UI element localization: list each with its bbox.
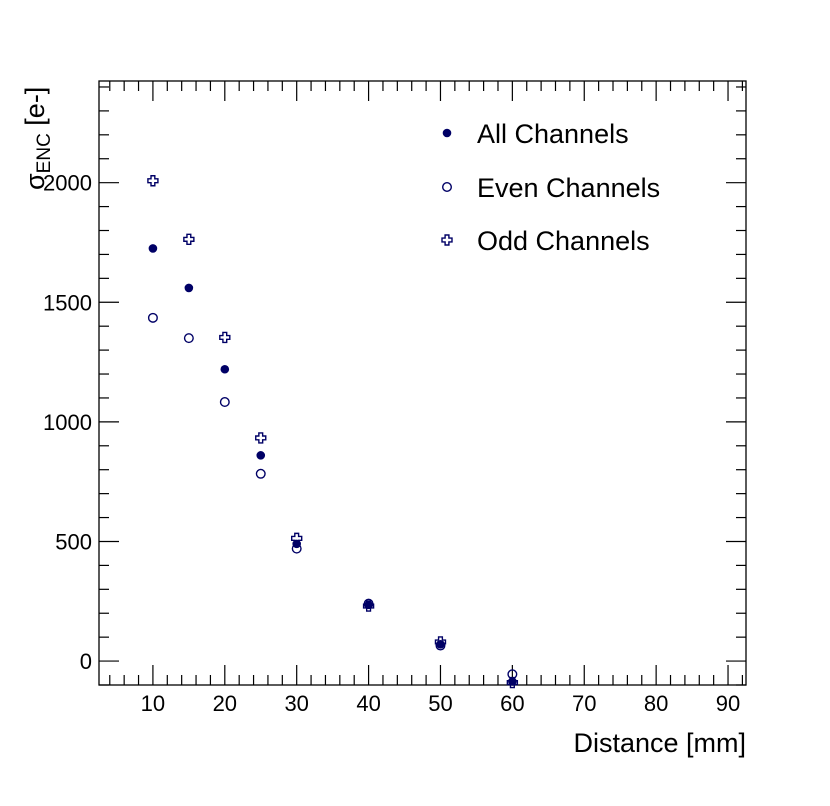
data-point-open-cross [362,600,375,612]
x-tick-label: 50 [428,691,452,716]
data-point-open-circle [219,397,230,408]
y-tick-label: 2000 [43,171,92,196]
data-point-filled-circle [184,283,194,293]
data-point-open-circle [291,543,302,554]
data-point-filled-circle [220,364,230,374]
data-point-open-cross [434,636,447,648]
y-axis-title: σENC [e-] [20,87,55,190]
x-tick-label: 90 [716,691,740,716]
legend-label: Odd Channels [477,226,650,256]
legend-label: All Channels [477,119,629,149]
data-point-open-cross [147,175,159,187]
plot-frame [98,80,747,686]
legend: All Channels Even Channels Odd Channels [441,119,660,256]
data-point-filled-circle [256,451,266,460]
data-point-open-cross [219,331,231,344]
x-tick-label: 70 [572,691,596,716]
data-point-open-circle [183,333,194,344]
y-tick-label: 500 [55,529,92,554]
legend-marker-open-cross [441,234,453,246]
x-tick-label: 60 [500,691,524,716]
data-point-open-cross [290,532,303,545]
x-tick-label: 30 [284,691,308,716]
y-axis-title-subscript: ENC [34,133,55,173]
axis-tick-labels: 10 20 30 40 50 60 70 80 90 0 500 1000 1500 2000 [43,171,740,716]
y-axis-title-main: σ [20,173,50,190]
data-point-open-cross [506,676,519,689]
x-tick-label: 80 [644,691,668,716]
x-axis-title: Distance [mm] [573,728,746,758]
data-point-open-circle [147,312,158,323]
data-point-open-circle [507,669,518,680]
x-tick-label: 20 [213,691,237,716]
data-points [147,175,519,689]
data-point-open-cross [183,233,195,246]
y-tick-label: 0 [80,649,92,674]
legend-label: Even Channels [477,173,660,203]
legend-marker-open-circle [442,181,453,192]
data-point-filled-circle [148,244,158,253]
y-axis-title-unit: [e-] [20,87,50,134]
y-tick-label: 1500 [43,290,92,315]
axis-ticks [99,81,746,686]
data-point-open-cross [255,432,267,444]
y-tick-label: 1000 [43,410,92,435]
data-point-open-circle [255,468,266,479]
data-point-open-circle [435,640,446,651]
x-tick-label: 40 [356,691,380,716]
x-tick-label: 10 [141,691,165,716]
legend-marker-filled-circle [442,128,452,138]
